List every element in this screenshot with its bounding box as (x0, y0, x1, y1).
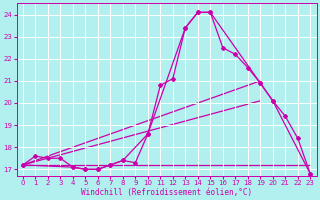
X-axis label: Windchill (Refroidissement éolien,°C): Windchill (Refroidissement éolien,°C) (81, 188, 252, 197)
